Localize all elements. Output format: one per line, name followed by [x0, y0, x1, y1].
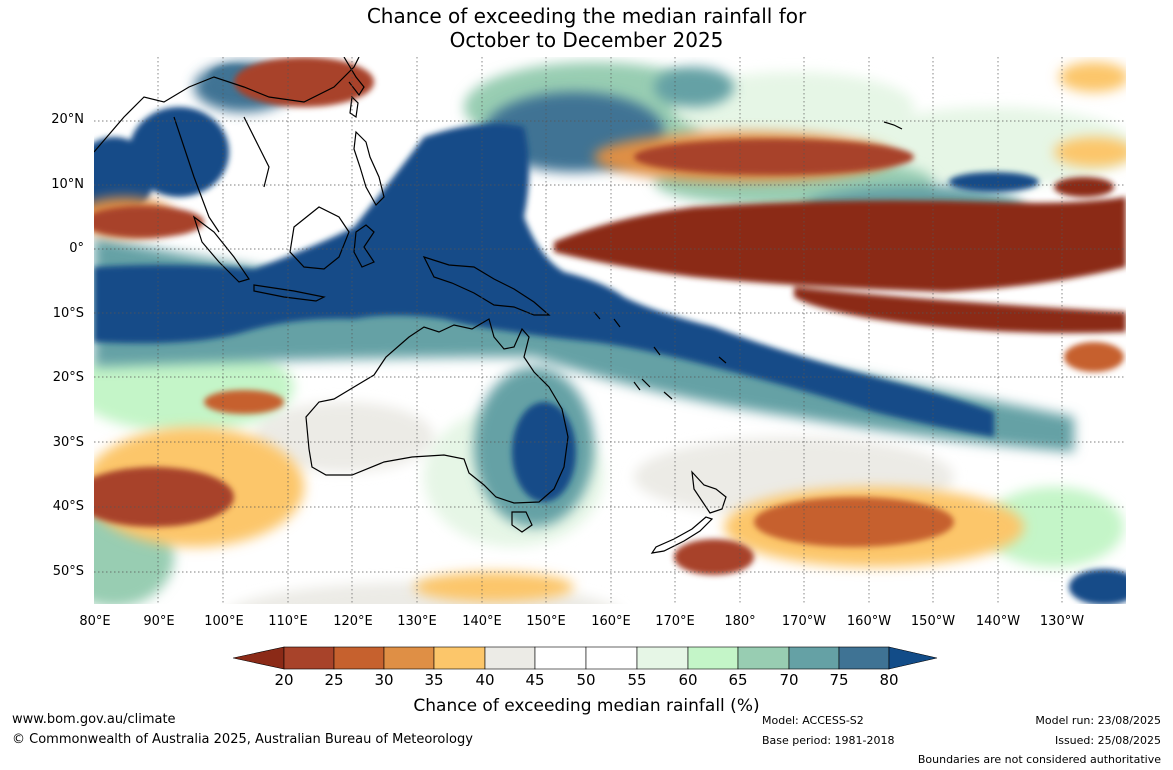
borneo-outline — [289, 206, 350, 270]
lon-label-180: 180° — [724, 614, 756, 629]
colorbar-60-65 — [687, 646, 739, 670]
boundaries-disclaimer: Boundaries are not considered authoritat… — [917, 753, 1161, 766]
lat-label-40s: 40°S — [52, 499, 84, 514]
rainfall-map — [94, 57, 1126, 604]
colorbar-55-60 — [636, 646, 689, 670]
rainfall-map-svg — [94, 57, 1126, 604]
colorbar-20-25 — [283, 646, 335, 670]
new-zealand-south-outline — [650, 516, 714, 554]
colorbar-tick-55: 55 — [627, 671, 647, 689]
lon-label-130e: 130°E — [397, 614, 437, 629]
lat-label-10n: 10°N — [51, 177, 84, 192]
lon-label-140w: 140°W — [975, 614, 1021, 629]
colorbar-65-70 — [737, 646, 790, 670]
sulawesi-outline — [353, 224, 375, 268]
sumatra-outline — [192, 215, 250, 283]
colorbar-tick-30: 30 — [374, 671, 394, 689]
graticule — [94, 57, 1126, 604]
tasmania-outline — [511, 511, 533, 533]
colorbar-35-40 — [433, 646, 486, 670]
new-guinea-outline — [422, 255, 551, 316]
new-zealand-north-outline — [691, 470, 727, 514]
philippines-outline — [353, 130, 385, 206]
colorbar — [233, 646, 938, 670]
colorbar-tick-40: 40 — [475, 671, 495, 689]
colorbar-above-80 — [888, 646, 938, 670]
colorbar-25-30 — [333, 646, 385, 670]
lat-label-30s: 30°S — [52, 435, 84, 450]
colorbar-below-20 — [233, 646, 285, 670]
lat-label-50s: 50°S — [52, 564, 84, 579]
lon-label-170e: 170°E — [655, 614, 695, 629]
website-link[interactable]: www.bom.gov.au/climate — [12, 712, 176, 727]
title-line-1: Chance of exceeding the median rainfall … — [366, 4, 807, 28]
lat-label-20n: 20°N — [51, 112, 84, 127]
lon-label-100e: 100°E — [204, 614, 244, 629]
title-line-2: October to December 2025 — [449, 28, 724, 52]
lon-label-90e: 90°E — [143, 614, 175, 629]
colorbar-50-55 — [585, 646, 638, 670]
map-title: Chance of exceeding the median rainfall … — [0, 4, 1173, 52]
colorbar-tick-80: 80 — [879, 671, 899, 689]
lon-label-130w: 130°W — [1039, 614, 1085, 629]
lon-label-80e: 80°E — [79, 614, 111, 629]
lat-label-0: 0° — [69, 241, 84, 256]
colorbar-label: Chance of exceeding median rainfall (%) — [413, 696, 760, 716]
colorbar-tick-25: 25 — [324, 671, 344, 689]
colorbar-40-45 — [484, 646, 536, 670]
colorbar-tick-75: 75 — [829, 671, 849, 689]
lon-label-160w: 160°W — [846, 614, 892, 629]
colorbar-75-80 — [838, 646, 890, 670]
lon-label-150w: 150°W — [910, 614, 956, 629]
colorbar-45-50 — [534, 646, 587, 670]
lon-label-120e: 120°E — [333, 614, 373, 629]
model-text: Model: ACCESS-S2 — [762, 714, 864, 727]
lat-label-20s: 20°S — [52, 370, 84, 385]
issued-text: Issued: 25/08/2025 — [1054, 734, 1161, 747]
lat-label-10s: 10°S — [52, 306, 84, 321]
colorbar-tick-35: 35 — [424, 671, 444, 689]
colorbar-tick-45: 45 — [525, 671, 545, 689]
very-dry-fields — [94, 57, 1126, 575]
model-run-text: Model run: 23/08/2025 — [1035, 714, 1161, 727]
colorbar-tick-50: 50 — [576, 671, 596, 689]
lon-label-150e: 150°E — [526, 614, 566, 629]
copyright-text: © Commonwealth of Australia 2025, Austra… — [12, 732, 473, 747]
colorbar-tick-70: 70 — [779, 671, 799, 689]
australia-outline — [305, 318, 569, 504]
lon-label-170w: 170°W — [781, 614, 827, 629]
colorbar-30-35 — [383, 646, 435, 670]
colorbar-tick-60: 60 — [678, 671, 698, 689]
colorbar-tick-20: 20 — [274, 671, 294, 689]
colorbar-tick-65: 65 — [728, 671, 748, 689]
very-wet-fields — [94, 65, 1126, 604]
asia-mainland-outline — [94, 57, 360, 233]
taiwan-outline — [349, 95, 359, 119]
lon-label-140e: 140°E — [462, 614, 502, 629]
lon-label-160e: 160°E — [591, 614, 631, 629]
base-period-text: Base period: 1981-2018 — [762, 734, 895, 747]
java-outline — [253, 284, 326, 302]
pacific-islands-outline — [593, 121, 903, 400]
colorbar-70-75 — [788, 646, 840, 670]
lon-label-110e: 110°E — [268, 614, 308, 629]
